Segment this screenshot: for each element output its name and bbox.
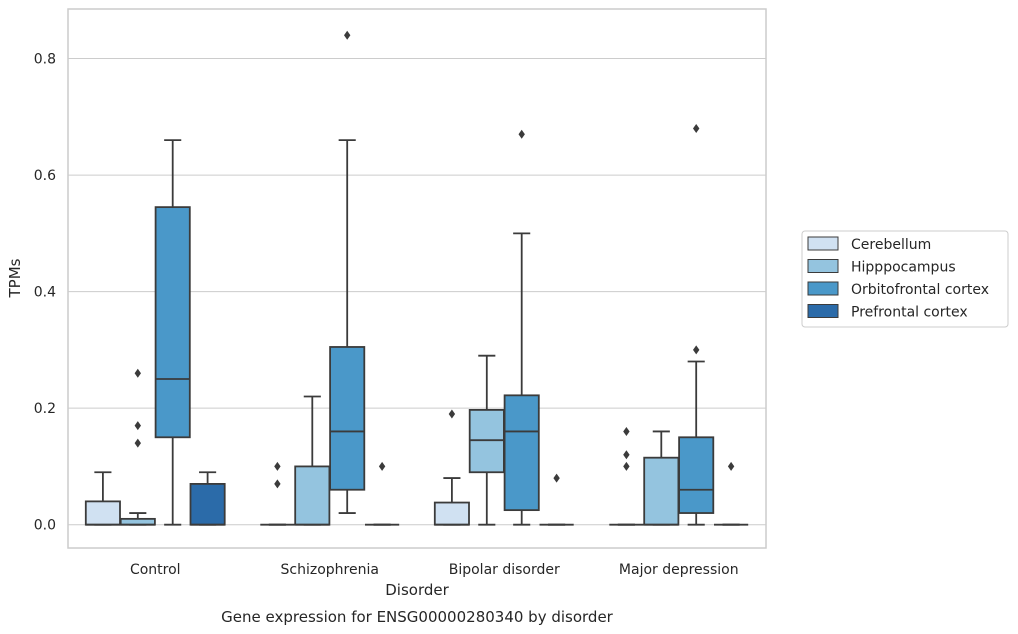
legend-frame [801,230,1009,328]
legend-swatch [807,236,839,251]
outlier-point [693,345,700,355]
box-body [433,501,470,526]
box-0-1 [119,368,156,526]
legend-label: Orbitofrontal cortex [851,282,989,298]
outlier-point [727,461,735,471]
box-2-0 [433,409,470,526]
box-body [294,465,331,526]
outlier-point [623,450,630,460]
y-axis-label: TPMs [6,258,24,298]
x-tick-label: Control [130,562,181,578]
outlier-point [134,421,141,431]
box-0-3 [189,471,226,526]
box-0-0 [84,471,121,526]
outlier-point [448,409,456,419]
box-3-2 [678,123,715,526]
chart-caption: Gene expression for ENSG00000280340 by d… [221,608,614,626]
box-1-2 [329,30,366,514]
plot-area [84,30,749,526]
y-tick-label: 0.6 [34,168,56,184]
legend-label: Cerebellum [851,237,931,253]
outlier-point [518,129,525,139]
x-axis-ticks: Control Schizophrenia Bipolar disorder Majo… [130,562,739,578]
box-1-3 [364,461,400,526]
box-2-1 [468,354,505,526]
box-body [189,483,226,526]
y-tick-label: 0.2 [34,401,56,417]
x-tick-label: Schizophrenia [281,562,379,578]
outlier-point [693,123,700,133]
box-0-2 [154,139,191,526]
outlier-point [623,426,630,436]
legend-swatch [807,281,839,296]
box-1-1 [294,395,331,526]
outlier-point [344,30,351,40]
box-1-0 [260,461,295,526]
x-tick-label: Bipolar disorder [449,562,560,578]
outlier-point [274,479,281,489]
legend: Cerebellum Hipppocampus Orbitofrontal cort… [801,230,1009,328]
box-body [329,346,366,491]
outlier-point [134,368,141,378]
outlier-point [553,473,560,483]
x-axis-label: Disorder [385,581,449,599]
box-body [154,206,191,439]
legend-label: Hipppocampus [851,260,956,276]
outlier-point [623,461,630,471]
box-3-1 [643,430,680,526]
y-tick-label: 0.4 [34,285,56,301]
outlier-point [274,461,281,471]
box-2-3 [539,473,574,526]
y-axis-ticks: 0.0 0.2 0.4 0.6 0.8 [34,52,56,534]
box-body [84,500,121,526]
box-body [643,456,680,526]
outlier-point [134,438,141,448]
plot-frame [67,8,767,549]
legend-swatch [807,259,839,273]
x-tick-label: Major depression [619,562,739,578]
box-body [503,394,540,512]
legend-label: Prefrontal cortex [851,305,968,321]
y-tick-label: 0.8 [34,52,56,68]
y-tick-label: 0.0 [34,518,56,534]
legend-swatch [807,304,839,318]
box-3-3 [713,461,749,526]
box-2-2 [503,129,540,526]
box-3-0 [609,426,644,526]
box-body [678,436,715,514]
outlier-point [378,461,386,471]
